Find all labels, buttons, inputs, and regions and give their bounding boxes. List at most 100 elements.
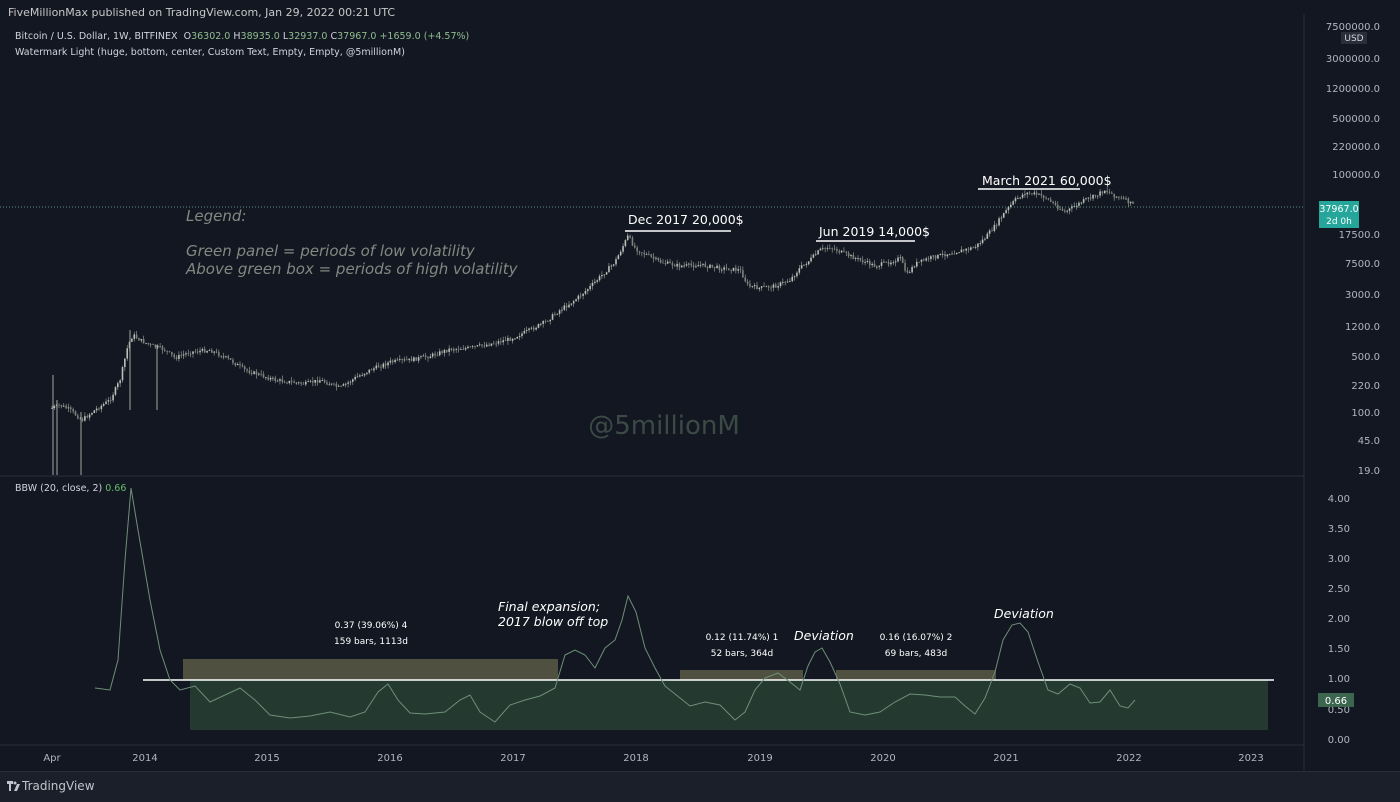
candle-body <box>972 247 974 249</box>
bbw-current-badge[interactable] <box>1318 693 1354 707</box>
candle-body <box>208 350 211 351</box>
candle-body <box>899 257 902 259</box>
candle-body <box>119 380 121 384</box>
candle-body <box>702 263 704 265</box>
footer-bar: TradingView <box>0 771 1400 802</box>
candle-body <box>194 351 197 353</box>
box2-bars[interactable]: 52 bars, 364d <box>711 649 774 659</box>
deviation-label-2[interactable]: Deviation <box>994 606 1054 621</box>
symbol-legend[interactable]: Bitcoin / U.S. Dollar, 1W, BITFINEX O363… <box>15 31 469 42</box>
time-axis[interactable]: Apr 2014 2015 2016 2017 2018 2019 2020 2… <box>43 753 1263 764</box>
candle-body <box>826 248 829 249</box>
candle-body <box>575 299 577 302</box>
candle-body <box>1104 190 1106 194</box>
box3-bars[interactable]: 69 bars, 483d <box>885 649 948 659</box>
candle-body <box>112 394 114 401</box>
candle-body <box>495 343 497 345</box>
currency-badge[interactable] <box>1341 32 1367 44</box>
candle-body <box>1129 201 1132 204</box>
price-candles[interactable] <box>51 187 1134 475</box>
annotation-dec-2017[interactable]: Dec 2017 20,000$ <box>628 212 744 227</box>
candle-body <box>798 268 801 273</box>
candle-body <box>1012 201 1014 205</box>
candle-body <box>471 346 474 347</box>
indicator-legend[interactable]: Watermark Light (huge, bottom, center, C… <box>15 47 405 58</box>
candle-body <box>869 261 871 266</box>
candle-body <box>615 259 617 265</box>
candle-body <box>100 405 103 410</box>
range-box-2[interactable] <box>680 670 803 680</box>
candle-body <box>248 370 251 374</box>
box1-bars[interactable]: 159 bars, 1113d <box>334 637 408 647</box>
candle-body <box>1057 204 1059 209</box>
candle-body <box>1092 194 1094 199</box>
candle-body <box>342 384 345 386</box>
symbol-name[interactable]: Bitcoin / U.S. Dollar, 1W, BITFINEX <box>15 31 178 42</box>
time-tick: 2023 <box>1238 753 1263 764</box>
candle-body <box>81 418 84 421</box>
candle-body <box>373 368 375 371</box>
range-box-1[interactable] <box>183 659 558 680</box>
range-box-3[interactable] <box>836 670 996 680</box>
candle-body <box>309 380 312 382</box>
candle-body <box>1040 193 1043 196</box>
annotation-jun-2019[interactable]: Jun 2019 14,000$ <box>818 224 930 239</box>
candle-body <box>692 265 695 268</box>
candle-body <box>476 345 479 347</box>
candle-body <box>173 354 175 358</box>
candle-body <box>967 248 970 250</box>
candle-body <box>149 344 152 345</box>
box3-stats[interactable]: 0.16 (16.07%) 2 <box>880 633 953 643</box>
candle-body <box>735 267 737 271</box>
candle-body <box>415 357 418 361</box>
candle-body <box>1120 197 1123 199</box>
candle-body <box>171 351 173 355</box>
price-tick: 3000.0 <box>1345 290 1380 301</box>
candle-body <box>286 382 288 384</box>
candle-body <box>601 274 603 277</box>
candle-body <box>650 254 653 257</box>
candle-body <box>448 348 450 352</box>
legend-line-2[interactable]: Above green box = periods of high volati… <box>185 260 519 278</box>
candle-body <box>493 343 495 345</box>
candle-body <box>91 412 93 415</box>
candle-body <box>391 360 394 363</box>
candle-body <box>554 314 556 316</box>
candle-body <box>424 355 427 358</box>
legend-line-1[interactable]: Green panel = periods of low volatility <box>186 242 476 260</box>
candle-body <box>253 371 255 375</box>
candle-body <box>1089 197 1092 199</box>
final-expansion-label-1[interactable]: Final expansion; <box>498 599 600 614</box>
candle-body <box>203 348 206 353</box>
legend-title[interactable]: Legend: <box>186 207 246 225</box>
candle-body <box>916 261 918 267</box>
candle-body <box>845 251 848 253</box>
annotation-march-2021[interactable]: March 2021 60,000$ <box>982 173 1112 188</box>
candle-body <box>274 377 277 382</box>
low-volatility-panel[interactable] <box>190 680 1268 730</box>
bbw-legend-label[interactable]: BBW (20, close, 2) <box>15 483 103 494</box>
bbw-axis[interactable]: 4.00 3.50 3.00 2.50 2.00 1.50 1.00 0.50 … <box>1328 494 1350 746</box>
bbw-legend[interactable]: BBW (20, close, 2) 0.66 <box>15 483 126 494</box>
candle-body <box>1087 197 1090 199</box>
final-expansion-label-2[interactable]: 2017 blow off top <box>498 614 608 629</box>
candle-body <box>107 400 110 402</box>
box1-stats[interactable]: 0.37 (39.06%) 4 <box>335 621 408 631</box>
candle-body <box>904 263 906 271</box>
bbw-line[interactable] <box>94 487 1136 723</box>
last-price-badge[interactable] <box>1319 201 1359 228</box>
candle-body <box>775 284 777 288</box>
bbw-tick: 2.00 <box>1328 614 1350 625</box>
deviation-label-1[interactable]: Deviation <box>794 628 854 643</box>
price-tick: 17500.0 <box>1339 230 1380 241</box>
candle-body <box>998 218 1000 226</box>
candle-body <box>344 383 347 385</box>
box2-stats[interactable]: 0.12 (11.74%) 1 <box>706 633 779 643</box>
candle-body <box>1073 206 1076 208</box>
price-axis[interactable]: 7500000.0 3000000.0 1200000.0 500000.0 2… <box>1326 22 1380 477</box>
candle-body <box>384 363 387 366</box>
price-tick: 19.0 <box>1358 466 1380 477</box>
candle-body <box>84 416 86 421</box>
candle-body <box>871 263 873 266</box>
